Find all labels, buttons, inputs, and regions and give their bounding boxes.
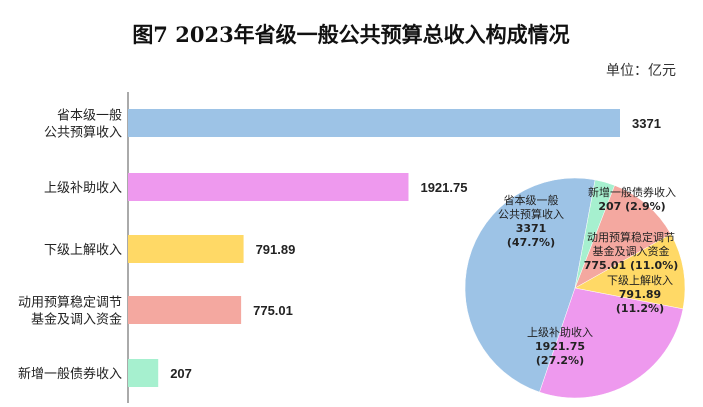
bar-value-label: 775.01 [253, 303, 293, 318]
category-label: 新增一般债券收入 [18, 366, 122, 382]
category-label: 基金及调入资金 [31, 312, 122, 328]
bar [128, 235, 244, 263]
category-label: 省本级一般 [57, 108, 122, 124]
pie-slice-label: (47.7%) [507, 236, 555, 249]
pie-slice-label: 省本级一般 [504, 193, 559, 207]
pie-slice-label: 基金及调入资金 [593, 244, 670, 258]
pie-slice-label: 下级上解收入 [607, 273, 673, 287]
bar [128, 296, 242, 324]
pie-slice [574, 185, 672, 289]
pie-slice-label: 上级补助收入 [527, 325, 593, 339]
pie-slice-label: 1921.75 [535, 340, 585, 353]
pie-slice-label: 3371 [516, 222, 547, 235]
pie-slice-value: 207 [598, 200, 621, 213]
category-label: 上级补助收入 [44, 181, 122, 196]
bar-value-label: 1921.75 [420, 180, 467, 195]
pie-slice-label: 791.89 [619, 288, 661, 301]
pie-slice-label: 公共预算收入 [498, 207, 564, 221]
bar [128, 109, 620, 137]
category-label: 动用预算稳定调节 [18, 295, 122, 311]
pie-slice [574, 233, 686, 310]
pie-slice [464, 177, 596, 393]
pie-slice-label: 新增一般债券收入 [588, 185, 676, 199]
category-label: 下级上解收入 [44, 243, 122, 258]
bar [128, 173, 409, 201]
pie-slice-value: (2.9%) [621, 200, 665, 213]
bar-value-label: 3371 [632, 116, 661, 131]
pie-slice-value: (11.0%) [626, 259, 678, 272]
unit-label: 单位：亿元 [606, 63, 676, 79]
pie-slice [539, 287, 684, 399]
bar-chart: 3371省本级一般公共预算收入1921.75上级补助收入791.89下级上解收入… [18, 108, 661, 387]
pie-slice-value: 775.01 [584, 259, 626, 272]
pie-slice [574, 179, 615, 289]
pie-slice-label: 775.01 (11.0%) [584, 259, 679, 272]
bar [128, 359, 159, 387]
pie-slice-label: (11.2%) [616, 302, 664, 315]
pie-slice-label: 动用预算稳定调节 [587, 230, 675, 244]
pie-slice-label: (27.2%) [536, 354, 584, 367]
category-label: 公共预算收入 [44, 126, 122, 141]
bar-value-label: 791.89 [256, 242, 296, 257]
chart-title: 图7 2023年省级一般公共预算总收入构成情况 [132, 22, 569, 47]
pie-slice-label: 207 (2.9%) [598, 200, 665, 213]
bar-value-label: 207 [170, 366, 192, 381]
